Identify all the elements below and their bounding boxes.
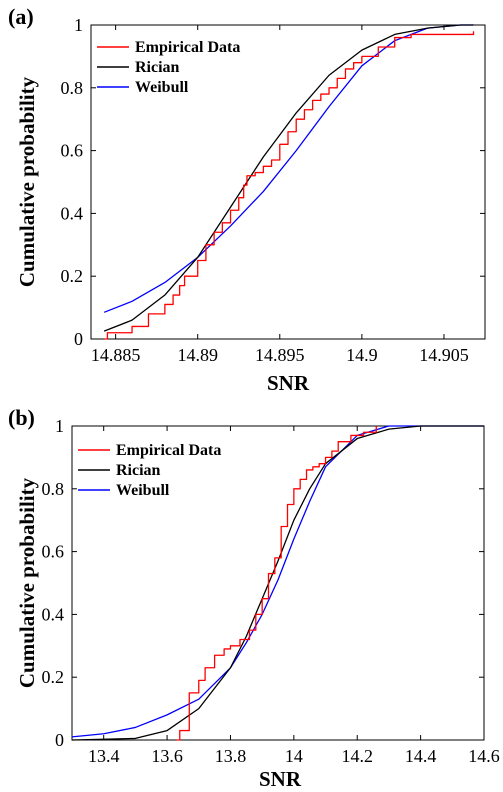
panel-b-series (71, 425, 484, 741)
panel-a-y-tick-label: 0.8 (61, 78, 84, 98)
panel-b-x-tick-label: 14.2 (341, 746, 373, 766)
panel-a-plot-area (90, 24, 486, 340)
panel-a-series-empirical-data (104, 31, 475, 340)
panel-a-legend-label-rician: Rician (135, 59, 180, 76)
panel-a-x-axis-title: SNR (267, 371, 310, 395)
panel-a-series (103, 24, 475, 340)
panel-b-y-axis-title: Cumulative probability (15, 477, 39, 688)
panel-a-legend-label-empirical-data: Empirical Data (135, 39, 240, 56)
panel-b-y-tick-label: 0.6 (42, 542, 65, 562)
panel-b-x-tick-label: 13.4 (88, 746, 120, 766)
panel-b-legend: Empirical Data Rician Weibull (78, 442, 221, 499)
panel-b-y-ticks: 0 0.2 0.4 0.6 0.8 1 (42, 416, 484, 750)
panel-a: (a) 14.885 14.89 14.895 14.9 14.905 00.20.40… (8, 4, 486, 395)
panel-b-legend-label-weibull: Weibull (116, 482, 170, 499)
panel-a-y-tick-label: 1 (74, 15, 83, 35)
panel-b-x-tick-label: 14 (285, 746, 303, 766)
panel-a-y-axis-title: Cumulative probability (15, 76, 39, 287)
panel-b-x-axis-title: SNR (259, 767, 302, 791)
panel-b-y-tick-label: 0 (55, 730, 64, 750)
panel-a-legend-label-weibull: Weibull (135, 79, 189, 96)
panel-a-x-tick-label: 14.895 (255, 345, 305, 365)
panel-a-y-tick-label: 0 (74, 329, 83, 349)
panel-a-y-tick-label: 0.4 (61, 203, 84, 223)
panel-a-x-tick-label: 14.885 (91, 345, 141, 365)
panel-b-series-rician (71, 425, 484, 741)
panel-a-x-ticks: 14.885 14.89 14.895 14.9 14.905 (91, 25, 469, 365)
panel-a-label: (a) (8, 4, 34, 29)
panel-a-y-ticks: 0 0.2 0.4 0.6 0.8 1 (61, 15, 485, 349)
panel-a-y-tick-label: 0.2 (61, 266, 84, 286)
panel-b-y-tick-label: 0.8 (42, 479, 65, 499)
panel-b-x-tick-label: 13.6 (151, 746, 183, 766)
panel-b-x-tick-label: 14.6 (468, 746, 500, 766)
panel-b-plot-area (71, 425, 485, 741)
panel-b-legend-label-empirical-data: Empirical Data (116, 442, 221, 459)
panel-b-series-weibull (71, 425, 484, 738)
panel-b: (b) 13.4 13.6 13.8 14 14.2 14.4 14.6 0 0.2 0.4 0.… (8, 405, 500, 791)
panel-b-x-tick-label: 13.8 (215, 746, 247, 766)
panel-a-x-tick-label: 14.9 (346, 345, 378, 365)
panel-a-x-tick-label: 14.89 (177, 345, 218, 365)
panel-b-y-tick-label: 0.2 (42, 667, 65, 687)
panel-a-x-tick-label: 14.905 (419, 345, 469, 365)
panel-b-x-tick-label: 14.4 (405, 746, 437, 766)
panel-a-series-rician (103, 24, 474, 332)
panel-b-legend-label-rician: Rician (116, 462, 161, 479)
panel-b-y-tick-label: 1 (55, 416, 64, 436)
panel-a-legend: Empirical Data Rician Weibull (97, 39, 240, 96)
panel-b-x-ticks: 13.4 13.6 13.8 14 14.2 14.4 14.6 (88, 426, 500, 766)
panel-b-series-empirical-data (176, 426, 377, 741)
panel-a-y-tick-label: 0.6 (61, 141, 84, 161)
panel-b-y-tick-label: 0.4 (42, 604, 65, 624)
panel-b-label: (b) (8, 405, 35, 430)
